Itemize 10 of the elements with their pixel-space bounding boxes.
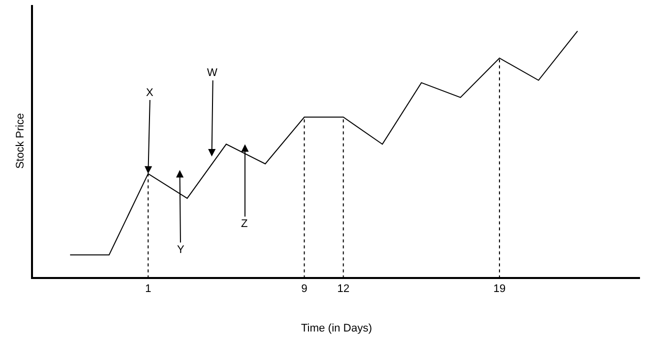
x-tick-label: 1 <box>145 282 152 295</box>
x-axis-title: Time (in Days) <box>300 322 372 335</box>
annotation: Z <box>241 218 248 230</box>
x-tick-label: 19 <box>493 282 506 295</box>
annotation: Y <box>177 244 185 256</box>
annotation: X <box>146 87 154 99</box>
x-tick-label: 9 <box>301 282 308 295</box>
annotation: W <box>207 67 218 79</box>
x-tick-label: 12 <box>337 282 350 295</box>
y-axis-title: Stock Price <box>14 113 26 169</box>
